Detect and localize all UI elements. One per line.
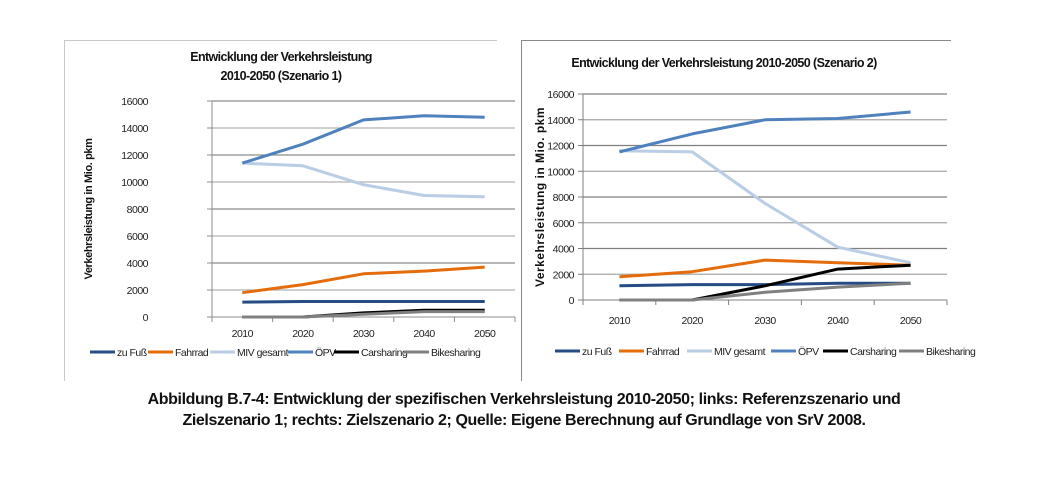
y-tick-label: 6000 bbox=[127, 231, 149, 243]
y-tick-label: 12000 bbox=[547, 141, 574, 153]
y-tick-label: 16000 bbox=[547, 89, 574, 101]
x-tick-label: 2030 bbox=[754, 315, 776, 327]
legend-label: ÖPV bbox=[798, 346, 819, 358]
caption-line-2: Zielszenario 1; rechts: Zielszenario 2; … bbox=[182, 412, 866, 429]
legend-label: ÖPV bbox=[315, 347, 336, 359]
series-line-miv-gesamt bbox=[242, 161, 485, 199]
legend-label: zu Fuß bbox=[117, 347, 147, 359]
series-line-bikesharing bbox=[619, 281, 911, 302]
x-tick-label: 2050 bbox=[900, 315, 922, 327]
chart-title: Entwicklung der Verkehrsleistung bbox=[190, 50, 372, 64]
y-tick-label: 14000 bbox=[121, 123, 148, 135]
y-tick-label: 0 bbox=[143, 312, 149, 324]
x-tick-label: 2050 bbox=[474, 328, 496, 340]
chart-scenario-2-svg: Entwicklung der Verkehrsleistung 2010-20… bbox=[533, 56, 977, 358]
legend-label: MIV gesamt bbox=[714, 346, 766, 358]
legend-label: Carsharing bbox=[850, 346, 897, 358]
series-line-öpv bbox=[619, 110, 911, 154]
y-tick-label: 10000 bbox=[547, 166, 574, 178]
figure-caption: Abbildung B.7-4: Entwicklung der spezifi… bbox=[0, 389, 1048, 431]
y-tick-label: 14000 bbox=[547, 115, 574, 127]
series-line-öpv bbox=[241, 114, 485, 165]
series-line-fahrrad bbox=[619, 258, 911, 279]
x-tick-label: 2010 bbox=[609, 315, 631, 327]
legend-label: zu Fuß bbox=[582, 346, 612, 358]
x-tick-label: 2020 bbox=[682, 315, 704, 327]
x-tick-label: 2040 bbox=[413, 328, 435, 340]
legend-label: Bikesharing bbox=[431, 347, 481, 359]
series-line-fahrrad bbox=[242, 265, 485, 295]
chart-scenario-1-svg: Entwicklung der Verkehrsleistung 2010-205… bbox=[83, 50, 516, 359]
series-line-zu-fuß bbox=[242, 300, 485, 304]
x-tick-label: 2030 bbox=[353, 328, 375, 340]
y-tick-label: 8000 bbox=[553, 192, 575, 204]
y-axis-label: Verkehrsleistung in Mio. pkm bbox=[83, 138, 95, 280]
x-tick-label: 2040 bbox=[827, 315, 849, 327]
y-tick-label: 2000 bbox=[553, 269, 575, 281]
chart-title: Entwicklung der Verkehrsleistung 2010-20… bbox=[571, 56, 877, 70]
y-tick-label: 6000 bbox=[553, 218, 575, 230]
y-tick-label: 0 bbox=[569, 295, 575, 307]
y-tick-label: 4000 bbox=[553, 244, 575, 256]
x-tick-label: 2020 bbox=[292, 328, 314, 340]
y-tick-label: 12000 bbox=[121, 150, 148, 162]
y-tick-label: 2000 bbox=[127, 285, 149, 297]
legend-label: MIV gesamt bbox=[237, 347, 289, 359]
x-tick-label: 2010 bbox=[232, 328, 254, 340]
chart-scenario-1: Entwicklung der Verkehrsleistung 2010-205… bbox=[64, 40, 516, 381]
legend-label: Fahrrad bbox=[646, 346, 680, 358]
caption-line-1: Abbildung B.7-4: Entwicklung der spezifi… bbox=[147, 391, 901, 408]
y-tick-label: 16000 bbox=[121, 96, 148, 108]
y-tick-label: 10000 bbox=[121, 177, 148, 189]
series-line-miv-gesamt bbox=[619, 149, 911, 265]
chart-title: 2010-2050 (Szenario 1) bbox=[221, 69, 342, 83]
y-tick-label: 4000 bbox=[127, 258, 149, 270]
y-axis-label: Verkehrsleistung in Mio. pkm bbox=[533, 107, 547, 287]
legend-label: Carsharing bbox=[361, 347, 408, 359]
legend-label: Fahrrad bbox=[175, 347, 209, 359]
y-tick-label: 8000 bbox=[127, 204, 149, 216]
chart-scenario-2: Entwicklung der Verkehrsleistung 2010-20… bbox=[521, 40, 977, 381]
legend-label: Bikesharing bbox=[926, 346, 976, 358]
